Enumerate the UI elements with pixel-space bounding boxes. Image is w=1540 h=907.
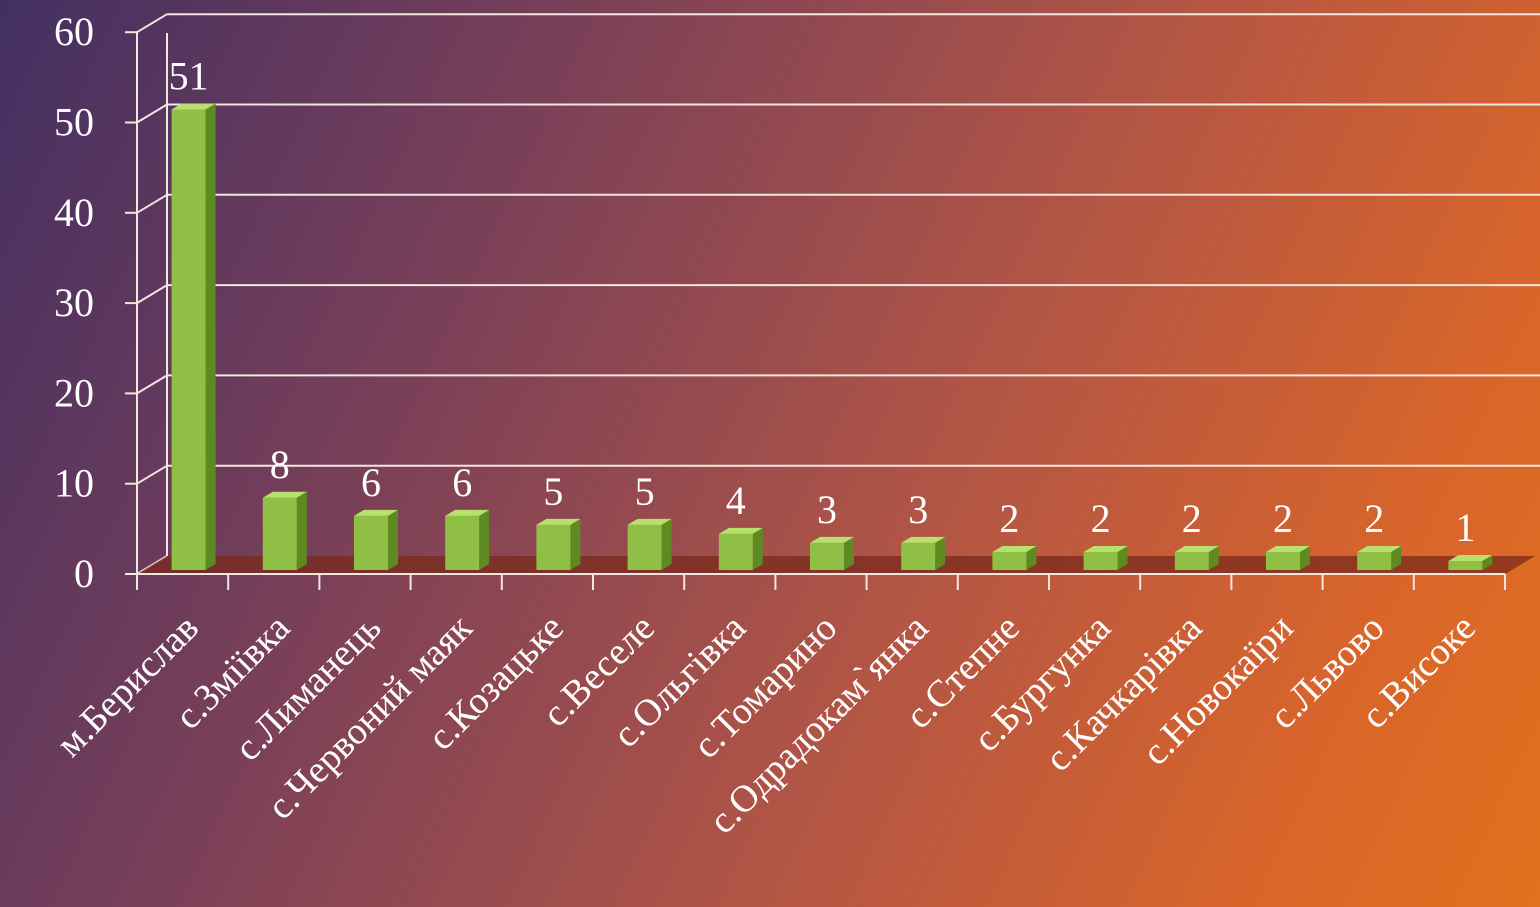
y-tick-label: 0 <box>74 551 94 596</box>
bar <box>1448 554 1493 570</box>
bar-side <box>1482 554 1493 570</box>
data-label: 4 <box>726 478 746 523</box>
bar-top <box>445 509 490 516</box>
bar-top <box>901 536 946 543</box>
data-label: 2 <box>1364 496 1384 541</box>
bar-side <box>479 509 490 570</box>
bar <box>627 518 672 570</box>
bar-top <box>354 509 398 516</box>
bar <box>1083 545 1128 570</box>
bar <box>1357 545 1402 570</box>
bar <box>536 518 581 570</box>
bar-top <box>536 518 581 525</box>
bar-front <box>445 515 480 570</box>
bar-front <box>901 542 936 570</box>
bar <box>992 545 1037 570</box>
gridline-depth <box>136 103 168 124</box>
bar-top <box>810 536 854 543</box>
bar-side <box>661 518 672 570</box>
data-label: 2 <box>1091 496 1111 541</box>
bar <box>171 103 216 570</box>
bar-front <box>1448 560 1483 570</box>
bar-front <box>1266 551 1300 570</box>
bar-front <box>1083 551 1118 570</box>
gridline-depth <box>136 374 168 395</box>
axes <box>125 31 1506 590</box>
data-label: 8 <box>270 442 290 487</box>
bars <box>171 103 1493 570</box>
bar-side <box>752 527 763 570</box>
bar-top <box>171 103 216 110</box>
bar-side <box>1026 545 1037 570</box>
x-category-label: м.Берислав <box>48 607 207 766</box>
bar-side <box>1208 545 1219 570</box>
bar <box>718 527 763 570</box>
bar-side <box>570 518 581 570</box>
bar-side <box>844 536 854 570</box>
y-tick-label: 50 <box>54 100 94 145</box>
bar-top <box>262 491 307 498</box>
bar-front <box>354 515 388 570</box>
bar <box>445 509 490 570</box>
y-tick-label: 60 <box>54 9 94 54</box>
bar-top <box>992 545 1037 552</box>
data-label: 5 <box>635 469 655 514</box>
bar-side <box>1300 545 1310 570</box>
bar-top <box>1357 545 1402 552</box>
y-tick-label: 40 <box>54 190 94 235</box>
bar-side <box>1391 545 1402 570</box>
bar <box>901 536 946 570</box>
grid-layer <box>136 13 1540 575</box>
bar-front <box>718 533 753 570</box>
data-label: 2 <box>1273 496 1293 541</box>
labels: 010203040506051м.Берислав8с.Зміївка6с.Ли… <box>48 9 1483 842</box>
data-label: 5 <box>543 469 563 514</box>
bar-side <box>296 491 307 570</box>
bar-top <box>1448 554 1493 561</box>
bar-front <box>171 109 206 570</box>
bar-front <box>810 542 844 570</box>
gridline-depth <box>136 464 168 485</box>
data-label: 1 <box>1455 505 1475 550</box>
y-tick-label: 30 <box>54 280 94 325</box>
bar-front <box>262 497 297 570</box>
bar-front <box>1357 551 1392 570</box>
bar-top <box>1174 545 1219 552</box>
bar-top <box>627 518 672 525</box>
bar <box>810 536 854 570</box>
bar <box>1266 545 1310 570</box>
bar-front <box>1174 551 1209 570</box>
data-label: 6 <box>361 460 381 505</box>
data-label: 6 <box>452 460 472 505</box>
bar-front <box>992 551 1027 570</box>
bar-front <box>627 524 662 570</box>
bar <box>262 491 307 570</box>
bar <box>354 509 398 570</box>
bar-side <box>935 536 946 570</box>
bar-top <box>1083 545 1128 552</box>
bar-top <box>1266 545 1310 552</box>
bar-front <box>536 524 571 570</box>
gridline-depth <box>136 13 168 34</box>
data-label: 51 <box>169 53 209 98</box>
data-label: 2 <box>999 496 1019 541</box>
bar-side <box>205 103 216 570</box>
bar-side <box>1117 545 1128 570</box>
data-label: 3 <box>817 487 837 532</box>
data-label: 2 <box>1182 496 1202 541</box>
bar-top <box>718 527 763 534</box>
data-label: 3 <box>908 487 928 532</box>
gridline-depth <box>136 284 168 304</box>
y-tick-label: 10 <box>54 461 94 506</box>
gridline-depth <box>136 193 168 214</box>
y-tick-label: 20 <box>54 370 94 415</box>
bar <box>1174 545 1219 570</box>
bar-side <box>388 509 398 570</box>
